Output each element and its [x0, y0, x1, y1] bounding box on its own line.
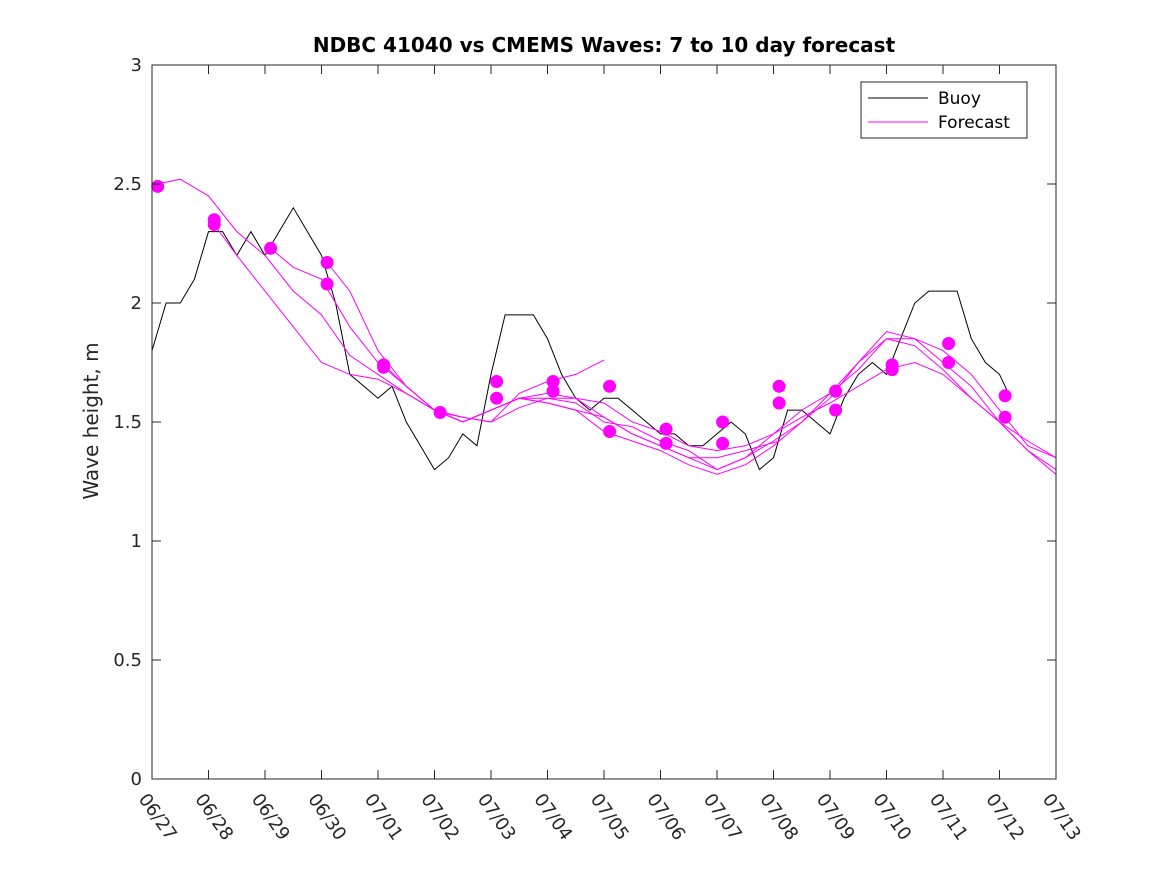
forecast-marker — [829, 384, 843, 398]
forecast-marker — [659, 436, 673, 450]
forecast-marker — [603, 379, 617, 393]
forecast-series-line-6 — [439, 361, 1057, 459]
forecast-marker — [546, 384, 560, 398]
y-tick-label: 0.5 — [113, 650, 142, 671]
buoy-series-line — [151, 206, 1012, 471]
forecast-series-line-5 — [383, 338, 1057, 475]
forecast-marker — [829, 403, 843, 417]
y-axis-label: Wave height, m — [79, 342, 103, 499]
forecast-marker — [998, 410, 1012, 424]
forecast-marker — [320, 277, 334, 291]
forecast-marker — [320, 256, 334, 269]
forecast-marker — [942, 356, 956, 369]
forecast-marker — [716, 436, 730, 450]
forecast-marker — [885, 363, 899, 377]
plot-area — [151, 178, 1057, 475]
y-tick-label: 1.5 — [113, 412, 142, 433]
y-tick-label: 1 — [131, 531, 142, 552]
y-tick-label: 0 — [131, 769, 142, 790]
chart-title: NDBC 41040 vs CMEMS Waves: 7 to 10 day f… — [313, 33, 896, 57]
forecast-marker — [207, 218, 221, 231]
forecast-marker — [546, 375, 560, 388]
y-tick-label: 3 — [131, 55, 142, 76]
legend-buoy-label: Buoy — [938, 89, 981, 109]
forecast-marker — [998, 389, 1012, 403]
forecast-marker — [490, 391, 504, 405]
forecast-marker — [264, 241, 278, 255]
forecast-marker — [942, 337, 956, 350]
forecast-marker — [772, 396, 786, 410]
forecast-marker — [490, 375, 504, 388]
forecast-marker — [377, 360, 391, 374]
forecast-marker — [659, 422, 673, 436]
forecast-marker — [772, 379, 786, 393]
forecast-marker — [716, 415, 730, 429]
forecast-series-line-1 — [157, 178, 605, 423]
legend: Buoy Forecast — [860, 81, 1028, 139]
y-tick-label: 2.5 — [113, 174, 142, 195]
forecast-marker — [603, 425, 617, 438]
legend-box — [860, 81, 1028, 139]
forecast-marker — [433, 406, 447, 419]
forecast-marker — [151, 179, 165, 193]
legend-forecast-label: Forecast — [938, 113, 1010, 133]
y-tick-label: 2 — [131, 293, 142, 314]
